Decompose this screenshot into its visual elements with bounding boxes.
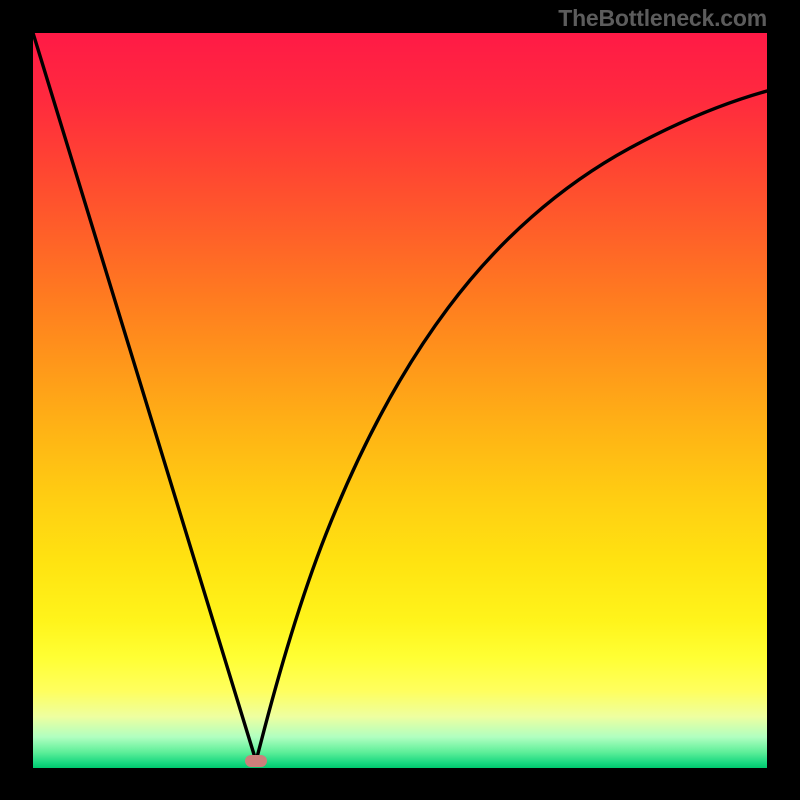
chart-svg: [0, 0, 800, 800]
minimum-marker: [245, 755, 267, 767]
watermark-text: TheBottleneck.com: [558, 5, 767, 32]
gradient-background: [33, 33, 767, 768]
chart-frame: TheBottleneck.com: [0, 0, 800, 800]
